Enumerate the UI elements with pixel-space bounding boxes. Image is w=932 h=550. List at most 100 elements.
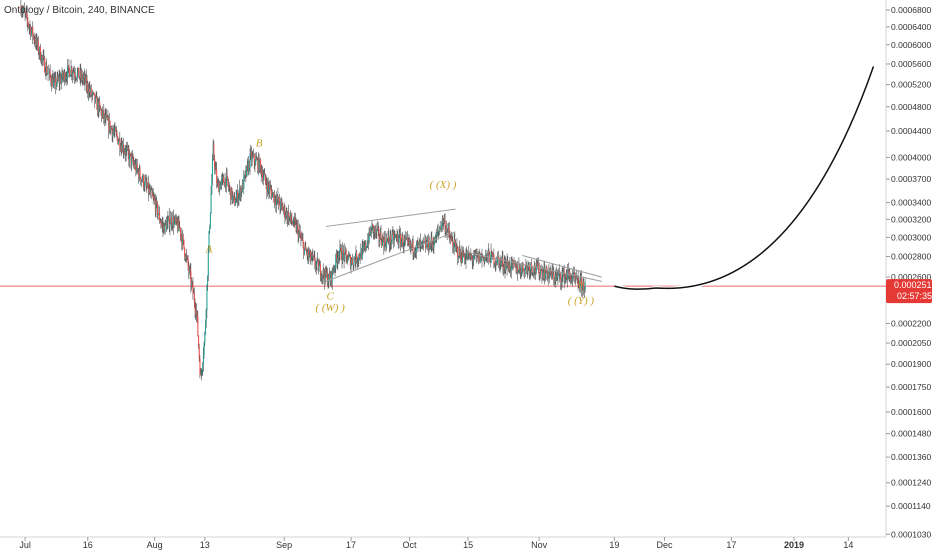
candle-body	[284, 206, 286, 218]
candle-body	[264, 173, 266, 175]
candle-body	[398, 233, 400, 243]
candle-body	[153, 197, 155, 199]
candle-body	[135, 164, 137, 172]
candle-body	[327, 281, 329, 285]
candle-body	[53, 79, 55, 81]
candle-body	[225, 178, 227, 187]
candle-body	[464, 255, 466, 261]
candle-body	[414, 252, 416, 254]
candle-body	[188, 269, 191, 272]
candle-body	[285, 216, 287, 218]
candle-body	[381, 236, 384, 246]
price-tick-label: 0.0003400	[891, 198, 931, 208]
candle-body	[201, 370, 203, 373]
candle-body	[484, 257, 487, 259]
candle-body	[349, 256, 351, 268]
price-tick-label: 0.0003000	[891, 232, 931, 242]
candle-body	[555, 274, 557, 281]
time-axis-ticks: Jul 16 Aug 13 Sep 17 Oct 15 Nov 19 Dec 17 2019 14	[19, 537, 853, 550]
candle-body	[469, 255, 471, 258]
candle-body	[217, 182, 219, 184]
candle-body	[37, 40, 39, 53]
candle-body	[25, 13, 27, 15]
candle-body	[88, 88, 90, 95]
candle-body	[487, 250, 489, 258]
candle-body	[101, 110, 103, 117]
candle-body	[190, 271, 192, 286]
candle-body	[418, 241, 420, 244]
candle-body	[367, 240, 369, 247]
candle-body	[244, 171, 246, 175]
candle-body	[165, 221, 167, 223]
candle-body	[237, 191, 239, 203]
candle-body	[525, 265, 527, 268]
candle-body	[242, 182, 244, 189]
candle-body	[384, 237, 386, 245]
candle-body	[388, 235, 390, 242]
wave-labels: A B C( (W) ) ( (X) ) ( (Y) ) b	[205, 138, 595, 315]
candle-body	[138, 170, 140, 179]
candle-body	[281, 202, 283, 206]
candle-body	[433, 244, 435, 249]
candle-body	[165, 222, 168, 230]
candle-body	[159, 211, 161, 221]
candle-body	[260, 166, 262, 175]
candle-body	[552, 270, 554, 274]
candle-body	[511, 260, 513, 261]
candle-body	[356, 251, 358, 262]
candle-body	[466, 253, 468, 257]
candle-body	[109, 120, 111, 132]
candle-body	[355, 251, 357, 263]
candle-body	[390, 234, 392, 244]
candle-body	[48, 72, 50, 74]
time-tick-label: 17	[726, 540, 736, 550]
candle-body	[487, 253, 489, 258]
candle-body	[239, 187, 241, 197]
candle-body	[55, 84, 58, 87]
price-tick-label: 0.0002800	[891, 251, 931, 261]
candle-body	[452, 241, 454, 247]
candle-body	[488, 250, 490, 255]
candle-body	[92, 92, 94, 95]
candle-body	[496, 263, 498, 265]
candle-body	[262, 177, 264, 181]
candle-body	[21, 11, 23, 14]
candle-body	[209, 212, 211, 228]
candle-body	[272, 192, 274, 194]
candle-body	[395, 235, 397, 237]
candle-body	[65, 77, 67, 79]
price-axis-panel[interactable]	[886, 0, 932, 550]
candle-body	[273, 192, 275, 202]
candle-body	[557, 274, 559, 277]
candle-body	[385, 244, 387, 248]
candle-body	[257, 159, 259, 171]
candle-body	[351, 259, 353, 264]
candle-body	[420, 242, 423, 244]
candle-body	[103, 110, 105, 119]
candle-body	[491, 251, 493, 253]
candle-body	[53, 80, 55, 88]
candle-body	[387, 235, 389, 240]
candle-body	[461, 259, 463, 262]
candle-body	[230, 187, 232, 200]
candle-body	[246, 164, 248, 166]
candle-body	[228, 187, 230, 189]
candle-body	[213, 144, 215, 159]
candle-body	[441, 224, 443, 230]
candle-body	[369, 229, 371, 235]
candle-body	[517, 267, 519, 274]
candle-body	[97, 101, 99, 113]
candle-body	[346, 255, 348, 263]
candle-body	[170, 217, 172, 224]
candle-body	[321, 274, 324, 277]
candle-body	[474, 252, 476, 254]
candle-body	[340, 247, 342, 260]
candle-body	[576, 277, 578, 280]
candle-body	[361, 249, 363, 259]
candle-body	[54, 77, 56, 80]
candle-body	[334, 267, 336, 269]
candle-body	[401, 236, 403, 242]
candle-body	[214, 158, 216, 168]
candle-body	[161, 223, 163, 225]
